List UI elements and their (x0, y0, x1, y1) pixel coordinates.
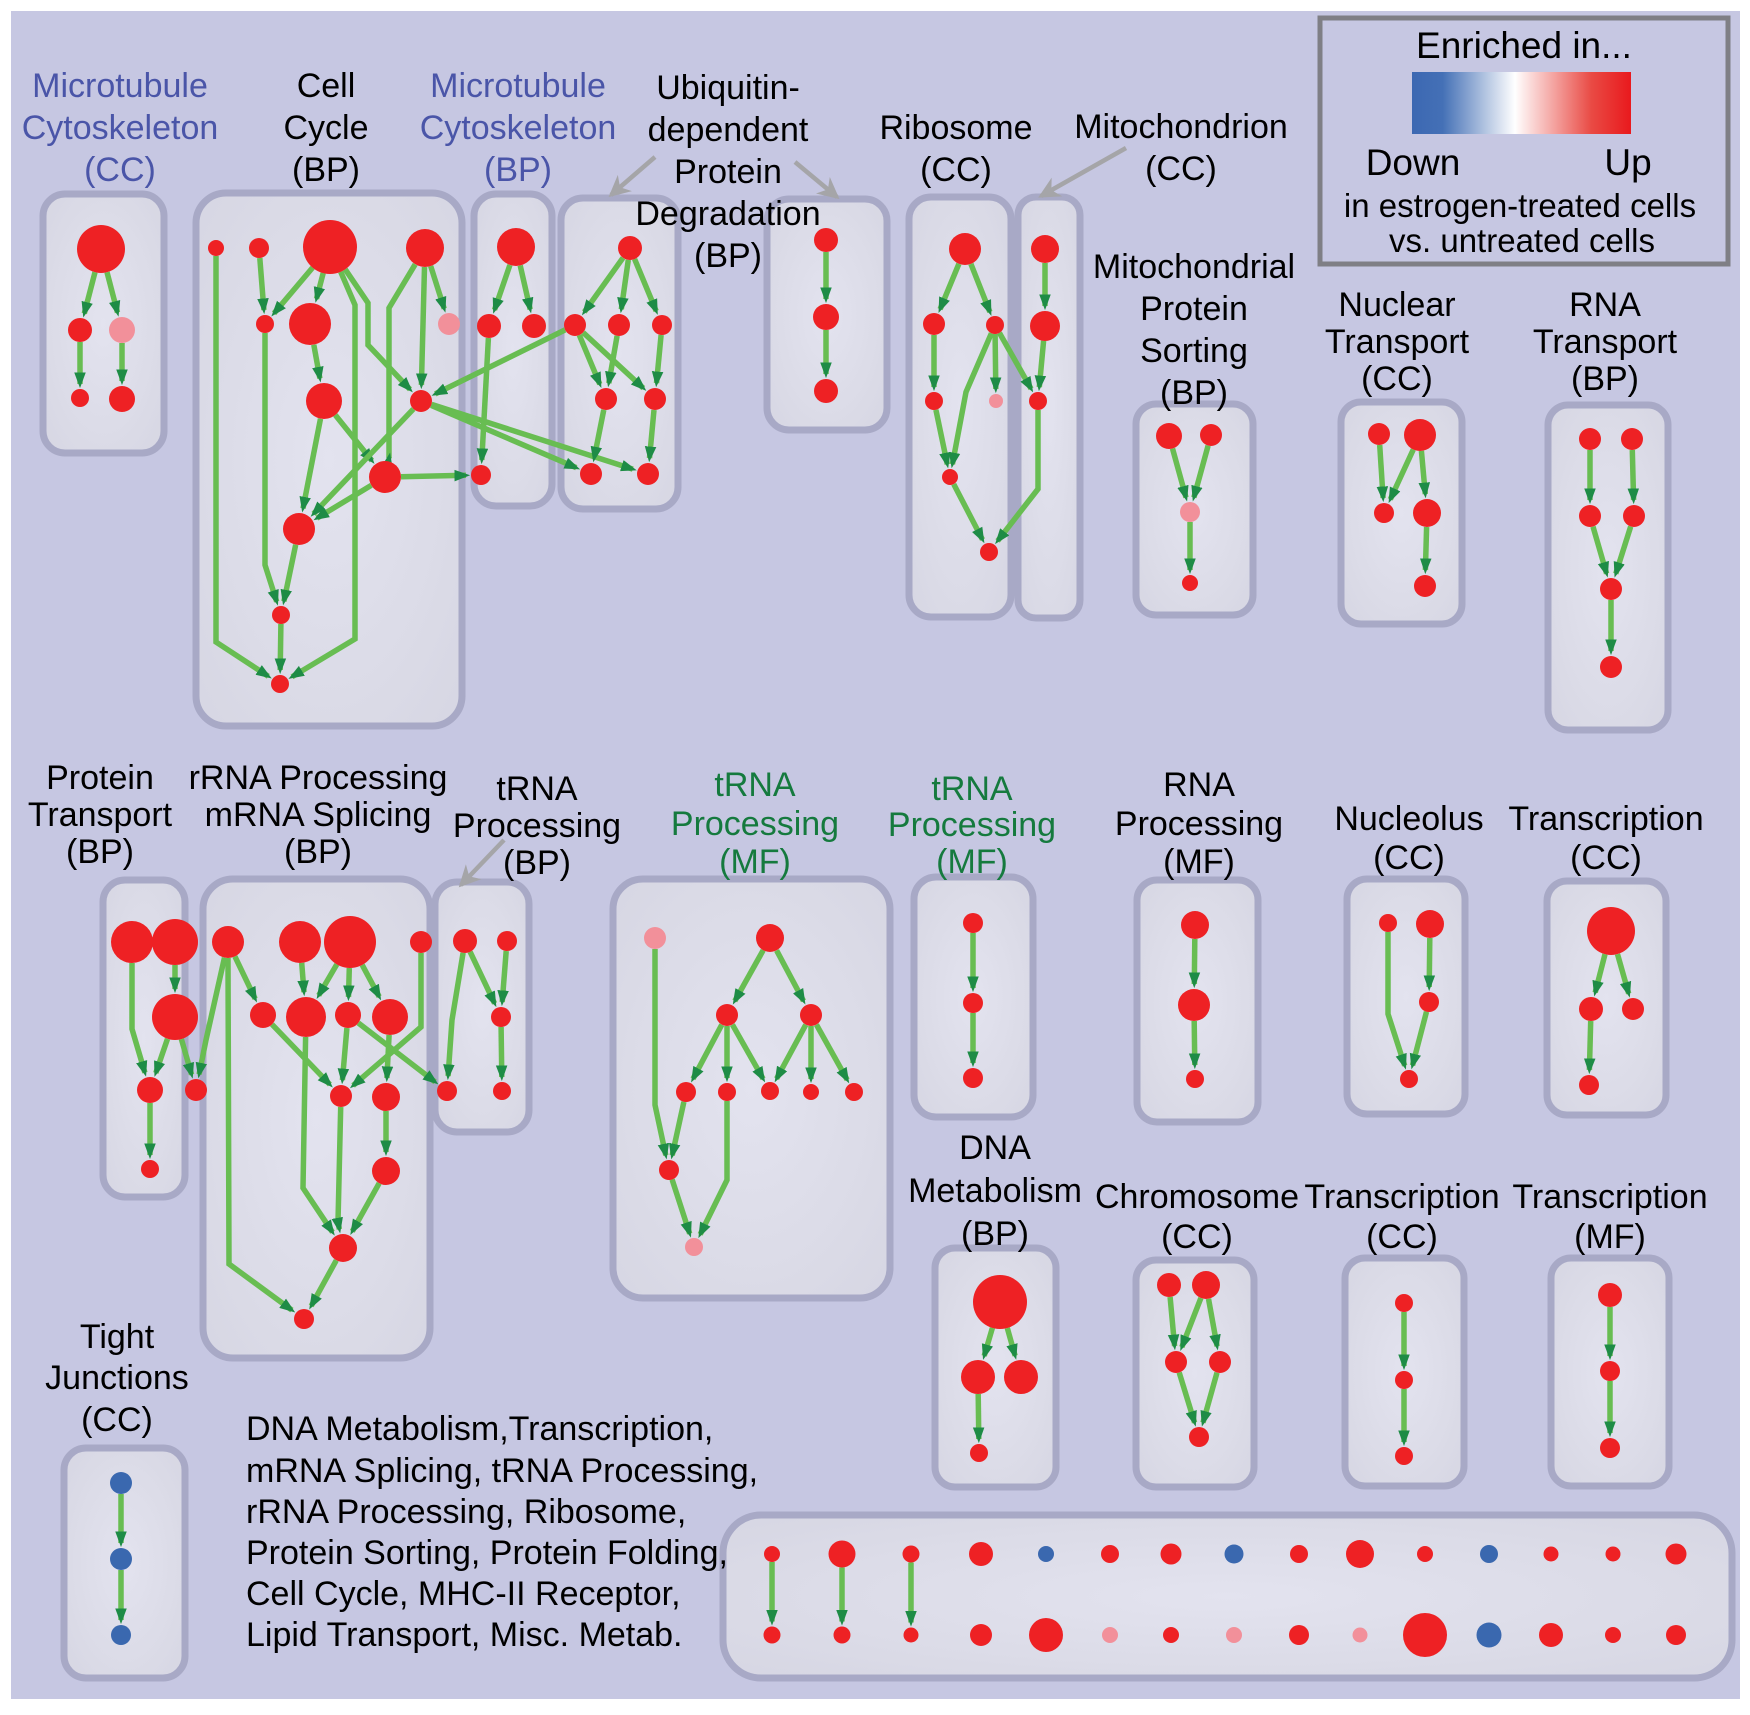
svg-text:(MF): (MF) (719, 843, 791, 881)
svg-text:Ribosome: Ribosome (879, 109, 1032, 147)
svg-text:(BP): (BP) (694, 237, 762, 275)
svg-text:(MF): (MF) (936, 843, 1008, 881)
svg-text:Microtubule: Microtubule (32, 67, 208, 105)
svg-text:Cytoskeleton: Cytoskeleton (420, 109, 617, 147)
svg-text:Protein: Protein (674, 153, 782, 191)
svg-text:Mitochondrion: Mitochondrion (1074, 108, 1288, 146)
svg-text:dependent: dependent (648, 111, 809, 149)
svg-text:Degradation: Degradation (635, 195, 820, 233)
svg-text:Protein: Protein (46, 759, 154, 797)
svg-text:Down: Down (1366, 142, 1461, 183)
svg-text:Protein: Protein (1140, 290, 1248, 328)
svg-text:Enriched in...: Enriched in... (1416, 25, 1632, 66)
svg-text:DNA: DNA (959, 1129, 1031, 1167)
svg-text:Transport: Transport (1325, 323, 1470, 361)
svg-text:tRNA: tRNA (496, 770, 578, 808)
svg-text:Nucleolus: Nucleolus (1334, 800, 1483, 838)
svg-text:Processing: Processing (671, 805, 839, 843)
svg-text:Lipid Transport, Misc. Metab.: Lipid Transport, Misc. Metab. (246, 1616, 683, 1654)
svg-text:(CC): (CC) (1366, 1218, 1438, 1256)
svg-text:(CC): (CC) (81, 1401, 153, 1439)
svg-text:(BP): (BP) (292, 151, 360, 189)
svg-text:Cycle: Cycle (283, 109, 368, 147)
svg-text:Microtubule: Microtubule (430, 67, 606, 105)
svg-text:(CC): (CC) (84, 151, 156, 189)
svg-text:Chromosome: Chromosome (1095, 1178, 1299, 1216)
svg-text:Metabolism: Metabolism (908, 1172, 1082, 1210)
svg-text:Transcription: Transcription (1508, 800, 1703, 838)
svg-text:Transport: Transport (1533, 323, 1678, 361)
svg-text:Protein Sorting, Protein Foldi: Protein Sorting, Protein Folding, (246, 1534, 728, 1572)
svg-text:(CC): (CC) (1373, 839, 1445, 877)
svg-text:Cell Cycle, MHC-II Receptor,: Cell Cycle, MHC-II Receptor, (246, 1575, 681, 1613)
svg-text:Tight: Tight (80, 1318, 155, 1356)
svg-text:(BP): (BP) (66, 833, 134, 871)
svg-text:tRNA: tRNA (714, 766, 796, 804)
svg-text:(CC): (CC) (1161, 1218, 1233, 1256)
svg-text:(CC): (CC) (1145, 150, 1217, 188)
svg-text:Cytoskeleton: Cytoskeleton (22, 109, 219, 147)
svg-text:(BP): (BP) (484, 151, 552, 189)
svg-text:(CC): (CC) (1361, 360, 1433, 398)
svg-text:tRNA: tRNA (931, 770, 1013, 808)
svg-text:(MF): (MF) (1574, 1218, 1646, 1256)
svg-text:(CC): (CC) (920, 151, 992, 189)
svg-text:Transcription: Transcription (1304, 1178, 1499, 1216)
svg-text:Mitochondrial: Mitochondrial (1093, 248, 1295, 286)
svg-text:RNA: RNA (1163, 766, 1235, 804)
svg-text:Transport: Transport (28, 796, 173, 834)
svg-text:(BP): (BP) (503, 844, 571, 882)
svg-text:Up: Up (1604, 142, 1651, 183)
svg-text:(BP): (BP) (961, 1215, 1029, 1253)
svg-text:Transcription: Transcription (1512, 1178, 1707, 1216)
svg-text:Processing: Processing (1115, 805, 1283, 843)
svg-text:in estrogen-treated cells: in estrogen-treated cells (1344, 187, 1696, 224)
svg-text:rRNA Processing: rRNA Processing (189, 759, 448, 797)
svg-text:Processing: Processing (888, 806, 1056, 844)
svg-text:Processing: Processing (453, 807, 621, 845)
svg-text:(BP): (BP) (284, 833, 352, 871)
svg-text:(MF): (MF) (1163, 843, 1235, 881)
svg-text:mRNA Splicing: mRNA Splicing (205, 796, 432, 834)
svg-text:Ubiquitin-: Ubiquitin- (656, 69, 800, 107)
svg-text:(CC): (CC) (1570, 839, 1642, 877)
svg-text:DNA Metabolism,Transcription,: DNA Metabolism,Transcription, (246, 1410, 713, 1448)
svg-text:Nuclear: Nuclear (1338, 286, 1455, 324)
svg-text:vs. untreated cells: vs. untreated cells (1389, 222, 1655, 259)
svg-text:mRNA Splicing, tRNA Processing: mRNA Splicing, tRNA Processing, (246, 1452, 758, 1490)
svg-text:Cell: Cell (297, 67, 356, 105)
svg-text:rRNA Processing, Ribosome,: rRNA Processing, Ribosome, (246, 1493, 686, 1531)
svg-text:Sorting: Sorting (1140, 332, 1248, 370)
svg-text:(BP): (BP) (1160, 374, 1228, 412)
svg-text:RNA: RNA (1569, 286, 1641, 324)
svg-text:(BP): (BP) (1571, 360, 1639, 398)
svg-text:Junctions: Junctions (45, 1359, 189, 1397)
